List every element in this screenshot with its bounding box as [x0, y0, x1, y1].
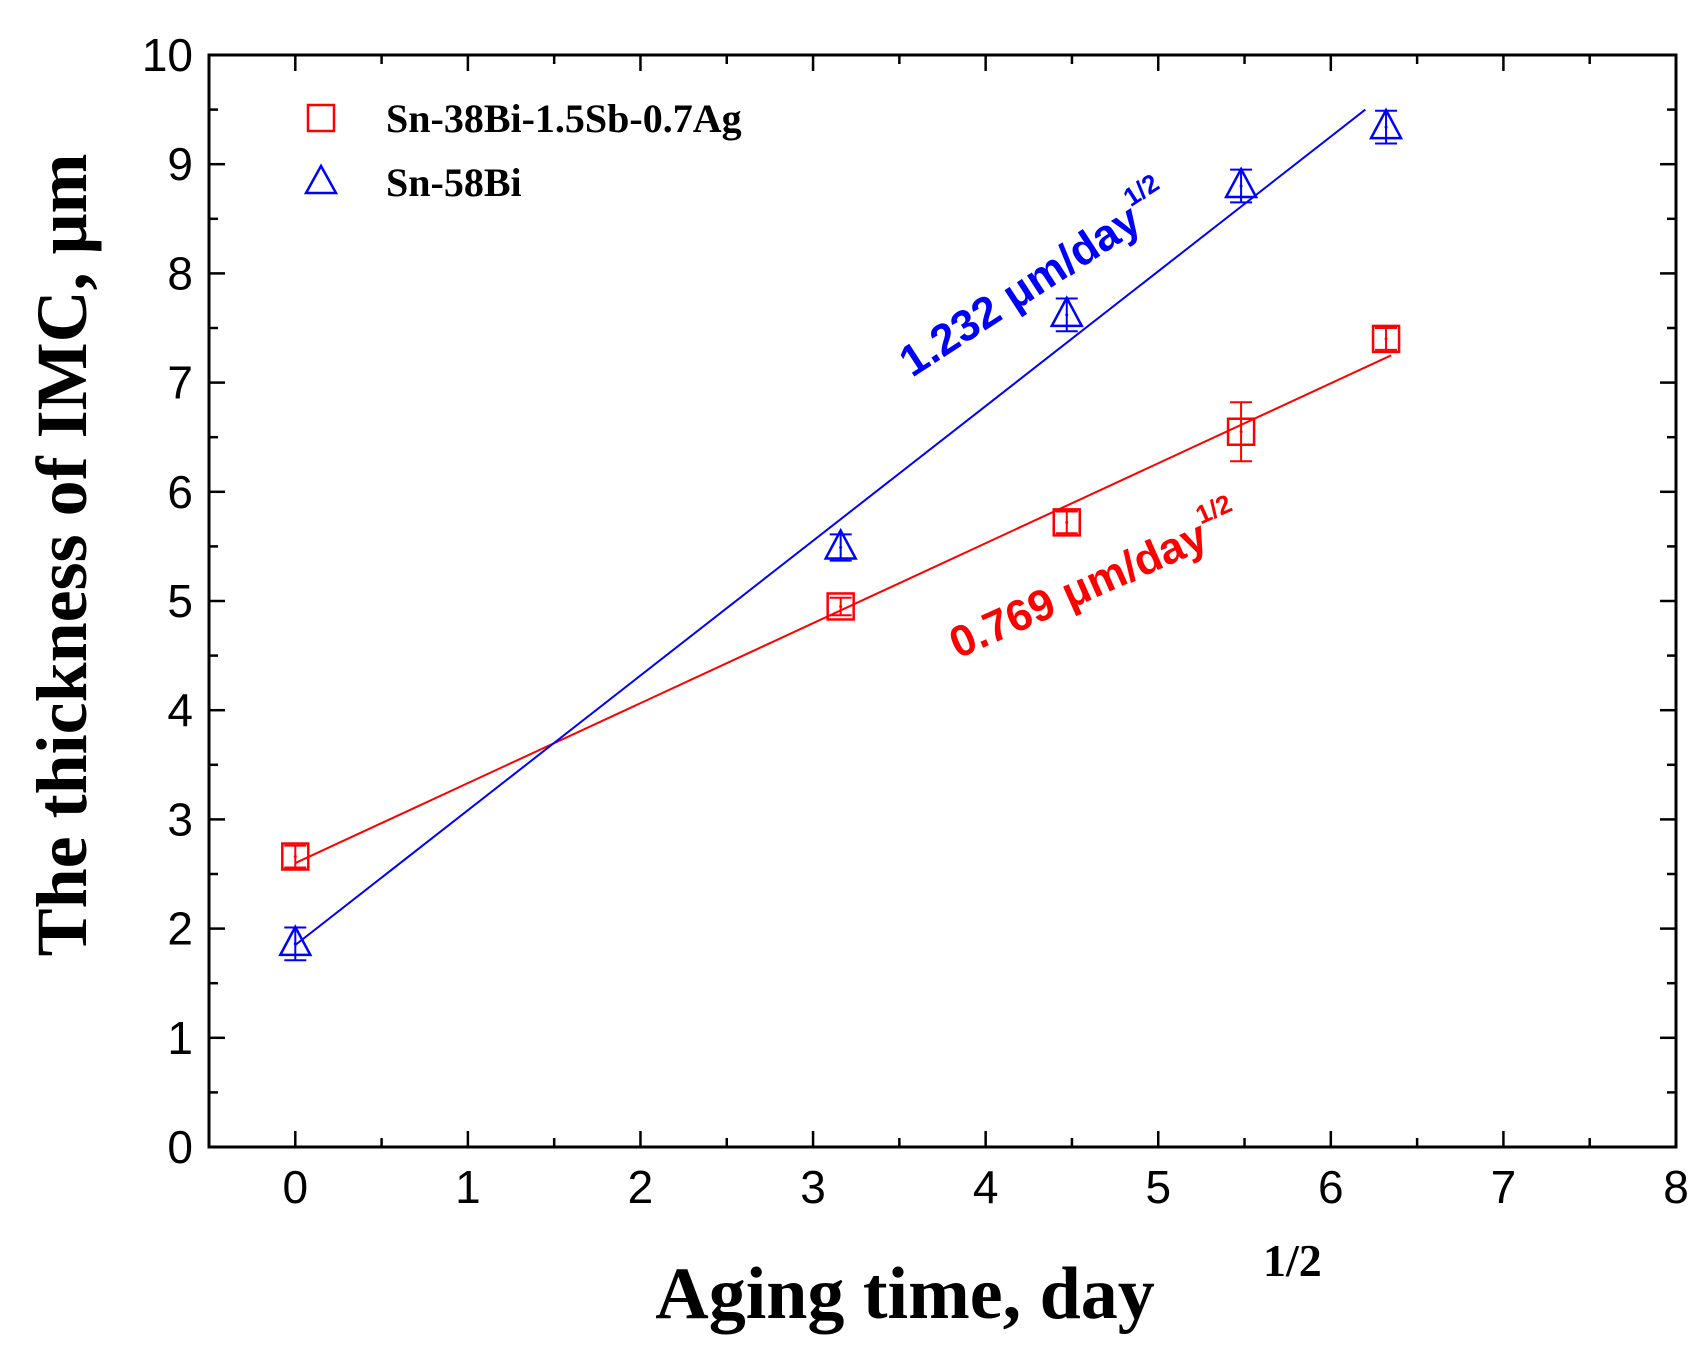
slope-unit: μm/day: [1043, 511, 1215, 624]
y-tick-label: 5: [167, 575, 193, 627]
slope-text: 0.769 μm/day1/2: [938, 488, 1247, 668]
data-point: [1371, 324, 1401, 354]
x-tick-label: 5: [1145, 1161, 1171, 1213]
data-point-center: [1065, 520, 1069, 524]
y-tick-label: 0: [167, 1121, 193, 1173]
legend: Sn-38Bi-1.5Sb-0.7Ag Sn-58Bi: [303, 96, 742, 205]
y-tick-label: 1: [167, 1012, 193, 1064]
data-point-center: [1384, 337, 1388, 341]
data-point-center: [293, 942, 297, 946]
data-point: [826, 592, 855, 621]
data-point-center: [839, 604, 843, 608]
data-point: [823, 527, 858, 560]
slope-label: 1.232 μm/day1/2: [886, 168, 1180, 387]
y-tick-label: 10: [142, 29, 193, 81]
data-point-center: [1239, 184, 1243, 188]
data-point-center: [1239, 430, 1243, 434]
axes: 0 1 2 3 4 5 6 7 8 0 1 2 3 4 5 6 7 8 9 10: [142, 29, 1689, 1213]
y-tick-label: 4: [167, 684, 193, 736]
x-tick-label: 6: [1318, 1161, 1344, 1213]
x-axis-title-exponent: 1/2: [1263, 1235, 1322, 1286]
slope-text: 1.232 μm/day1/2: [886, 168, 1180, 387]
legend-marker: [303, 163, 339, 195]
plot-frame: [207, 53, 1678, 1149]
data-point: [1368, 107, 1404, 140]
data-point: [1226, 417, 1256, 446]
data-point-center: [293, 855, 297, 859]
data-point: [278, 924, 313, 957]
x-tick-label: 2: [628, 1161, 654, 1213]
data-point-center: [839, 545, 843, 549]
data-point-center: [1384, 125, 1388, 129]
data-point: [1049, 295, 1084, 328]
data-point: [1052, 508, 1082, 537]
x-tick-label: 3: [800, 1161, 826, 1213]
data-point-center: [1065, 313, 1069, 317]
x-tick-label: 1: [455, 1161, 481, 1213]
slope-annotations: 0.769 μm/day1/2 1.232 μm/day1/2: [886, 168, 1247, 669]
x-tick-label: 7: [1491, 1161, 1517, 1213]
y-tick-label: 9: [167, 138, 193, 190]
fit-line: [294, 354, 1392, 864]
y-tick-label: 8: [167, 247, 193, 299]
x-tick-label: 8: [1663, 1161, 1689, 1213]
fit-line: [294, 108, 1366, 946]
legend-marker: [306, 103, 336, 133]
x-axis-title: Aging time, day: [655, 1253, 1155, 1335]
y-tick-label: 2: [167, 903, 193, 955]
data-point: [1223, 166, 1259, 199]
y-tick-label: 6: [167, 466, 193, 518]
plot-area: [278, 107, 1404, 962]
x-tick-label: 4: [973, 1161, 999, 1213]
data-point: [281, 842, 310, 871]
slope-label: 0.769 μm/day1/2: [938, 488, 1247, 668]
y-axis-title: The thickness of IMC, μm: [22, 154, 102, 957]
y-tick-label: 7: [167, 357, 193, 409]
y-tick-label: 3: [167, 793, 193, 845]
axis-titles: Aging time, day 1/2 The thickness of IMC, …: [22, 154, 1322, 1335]
slope-value: 0.769: [942, 579, 1063, 669]
legend-label: Sn-38Bi-1.5Sb-0.7Ag: [386, 96, 742, 141]
x-tick-label: 0: [282, 1161, 308, 1213]
y-axis-title-group: The thickness of IMC, μm: [22, 154, 102, 957]
legend-label: Sn-58Bi: [386, 160, 522, 205]
